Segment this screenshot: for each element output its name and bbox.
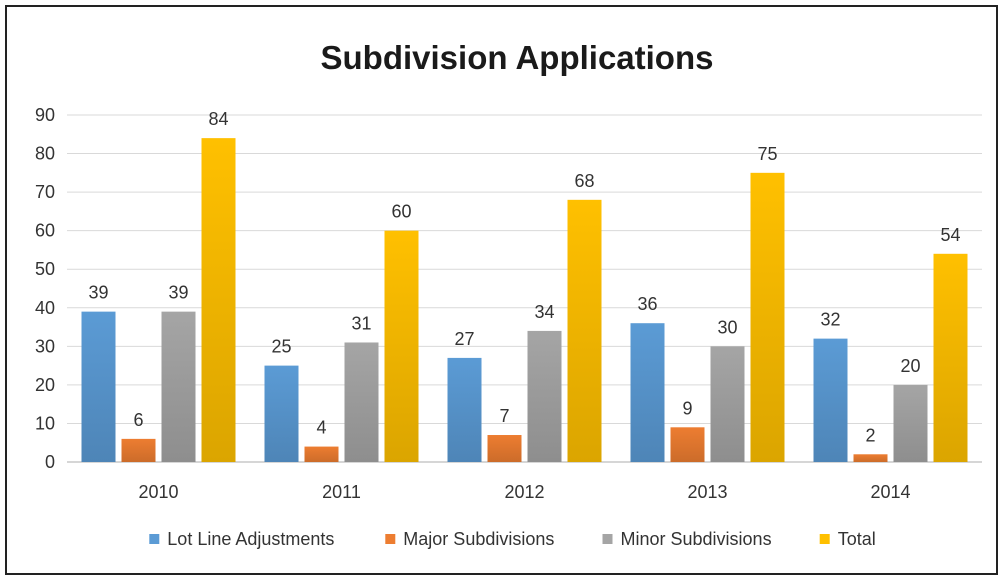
legend: Lot Line Adjustments Major Subdivisions Mi… (149, 529, 876, 549)
legend-swatch (602, 534, 613, 544)
legend-swatch (385, 534, 396, 544)
bar-total-2013 (750, 172, 785, 463)
bar-minor-subdivisions-2013 (710, 346, 745, 462)
data-label: 9 (682, 398, 692, 418)
data-label: 20 (900, 356, 920, 376)
y-axis-ticks: 0 10 20 30 40 50 60 70 80 90 (35, 105, 55, 472)
bar-total-2014 (933, 253, 968, 462)
bar-lot-line-adjustments-2012 (447, 357, 482, 462)
x-tick-label: 2012 (504, 482, 544, 502)
bar-major-subdivisions-2014 (853, 454, 888, 462)
data-label: 60 (391, 202, 411, 222)
data-label: 54 (940, 225, 960, 245)
data-label: 39 (168, 283, 188, 303)
data-label: 36 (637, 294, 657, 314)
data-label: 84 (208, 109, 228, 129)
data-label: 34 (534, 302, 554, 322)
data-label: 4 (316, 418, 326, 438)
legend-swatch (149, 534, 160, 544)
data-label: 68 (574, 171, 594, 191)
y-tick-label: 20 (35, 375, 55, 395)
chart-canvas: Subdivision Applications 010203040506070… (35, 39, 982, 549)
y-tick-label: 90 (35, 105, 55, 125)
y-tick-label: 40 (35, 298, 55, 318)
bar-lot-line-adjustments-2011 (264, 365, 299, 462)
data-label: 7 (499, 406, 509, 426)
data-label: 2 (865, 425, 875, 445)
data-label: 27 (454, 329, 474, 349)
data-label: 6 (133, 410, 143, 430)
y-tick-label: 60 (35, 221, 55, 241)
bar-lot-line-adjustments-2013 (630, 323, 665, 462)
y-tick-label: 30 (35, 336, 55, 356)
bar-minor-subdivisions-2011 (344, 342, 379, 462)
bar-major-subdivisions-2013 (670, 427, 705, 462)
bar-major-subdivisions-2010 (121, 438, 156, 462)
bar-minor-subdivisions-2014 (893, 384, 928, 462)
data-label: 39 (88, 283, 108, 303)
legend-label: Major Subdivisions (403, 529, 554, 549)
y-tick-label: 10 (35, 413, 55, 433)
bar-major-subdivisions-2011 (304, 446, 339, 462)
y-tick-label: 70 (35, 182, 55, 202)
data-label: 32 (820, 310, 840, 330)
legend-label: Minor Subdivisions (621, 529, 772, 549)
bar-lot-line-adjustments-2010 (81, 311, 116, 462)
bars (81, 138, 968, 463)
data-label: 75 (757, 144, 777, 164)
legend-swatch (819, 534, 830, 544)
data-label: 25 (271, 337, 291, 357)
x-axis-ticks: 2010 2011 2012 2013 2014 (138, 482, 910, 502)
data-label: 31 (351, 313, 371, 333)
data-labels: 39 6 39 84 25 4 31 60 27 7 34 68 36 9 30 75 32 2 20 54 (88, 109, 960, 445)
bar-minor-subdivisions-2010 (161, 311, 196, 462)
x-tick-label: 2014 (870, 482, 910, 502)
bar-total-2010 (201, 138, 236, 462)
chart-title: Subdivision Applications (321, 39, 714, 76)
x-tick-label: 2010 (138, 482, 178, 502)
legend-label: Lot Line Adjustments (167, 529, 334, 549)
bar-major-subdivisions-2012 (487, 435, 522, 462)
data-label: 30 (717, 317, 737, 337)
y-tick-label: 50 (35, 259, 55, 279)
chart-frame: Subdivision Applications 0 10 20 30 40 50 60 70… (5, 5, 998, 575)
x-tick-label: 2011 (322, 482, 361, 502)
y-tick-label: 80 (35, 144, 55, 164)
legend-label: Total (838, 529, 876, 549)
bar-lot-line-adjustments-2014 (813, 338, 848, 462)
y-tick-label: 0 (45, 452, 55, 472)
bar-minor-subdivisions-2012 (527, 330, 562, 462)
bar-total-2011 (384, 230, 419, 462)
x-tick-label: 2013 (687, 482, 727, 502)
bar-total-2012 (567, 199, 602, 463)
